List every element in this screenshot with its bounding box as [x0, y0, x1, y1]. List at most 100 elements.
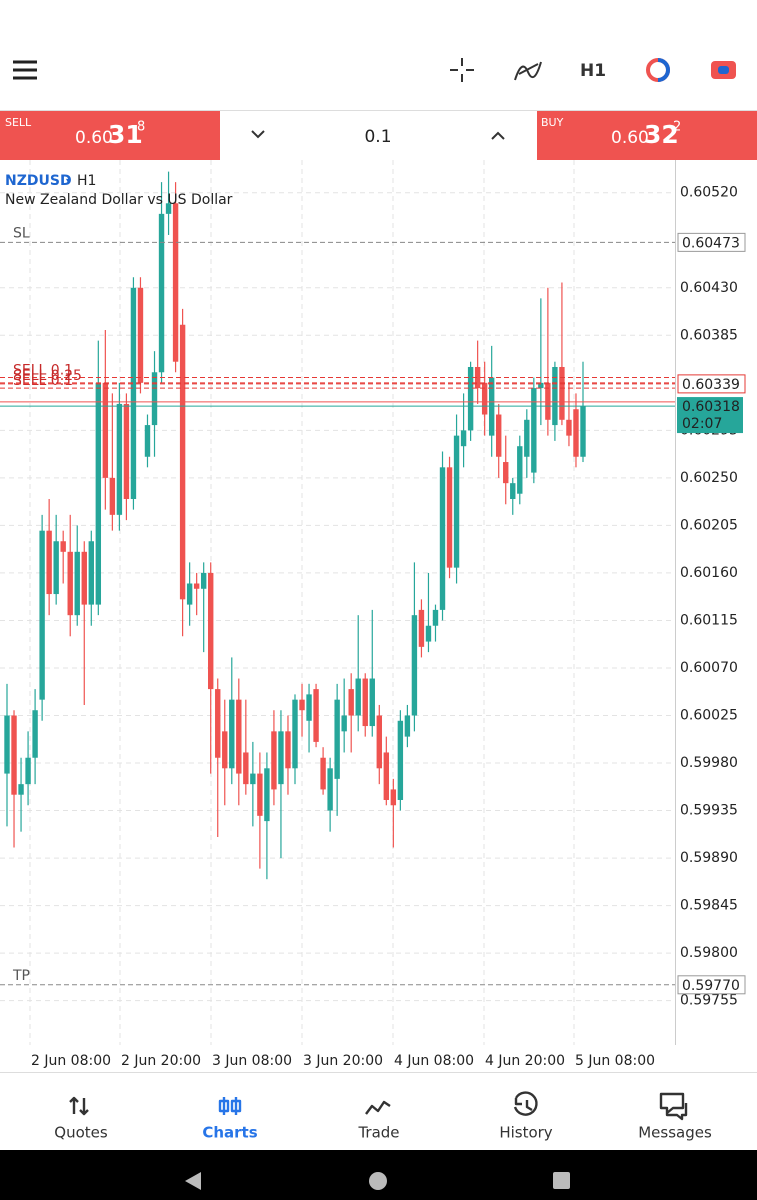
candle-body	[306, 694, 312, 721]
symbol-dropdown[interactable]: ▾	[66, 177, 71, 187]
nav-icon[interactable]	[218, 1097, 242, 1115]
sell-label: SELL	[5, 116, 32, 129]
candle-body	[397, 720, 404, 800]
candle-body	[4, 715, 10, 774]
timeframe-button[interactable]: H1	[580, 61, 606, 81]
tp-box	[677, 975, 746, 995]
back-button[interactable]	[185, 1172, 201, 1190]
order-label: SELL 0.1	[13, 363, 73, 379]
symbol-description: New Zealand Dollar vs US Dollar	[5, 192, 233, 208]
candle-body	[432, 609, 439, 626]
candle-body	[18, 784, 24, 795]
y-tick-label: 0.60205	[680, 517, 738, 533]
nav-tabs: Quotes Charts Trade History Messages	[54, 1091, 712, 1142]
x-tick-label: 3 Jun 20:00	[303, 1053, 383, 1069]
indicators-button[interactable]	[514, 61, 542, 81]
candle-body	[186, 583, 193, 605]
candle-body	[222, 731, 228, 769]
candle-body	[418, 609, 425, 647]
candle-body	[313, 689, 319, 742]
candle-body	[200, 572, 207, 589]
nav-icon[interactable]	[69, 1096, 89, 1116]
order-level-label: 0.60339	[682, 377, 740, 393]
candle-body	[95, 382, 102, 605]
candle-body	[67, 551, 73, 616]
crosshair-button[interactable]	[450, 58, 474, 82]
menu-button[interactable]	[13, 60, 37, 80]
candle-body	[369, 678, 375, 727]
candle-body	[109, 477, 116, 515]
candle-body	[81, 551, 87, 605]
candle-body	[327, 768, 333, 811]
candle-body	[292, 699, 298, 769]
candle-body	[580, 406, 586, 457]
nav-label[interactable]: History	[499, 1124, 552, 1142]
home-button[interactable]	[369, 1172, 387, 1190]
bid-box	[677, 397, 743, 434]
symbol[interactable]: NZDUSD	[5, 173, 72, 189]
bid-timer: 02:07	[682, 416, 722, 432]
y-tick-label: 0.59845	[680, 898, 738, 914]
nav-label[interactable]: Messages	[638, 1124, 712, 1142]
buy-label: BUY	[541, 116, 564, 129]
x-tick-label: 3 Jun 08:00	[212, 1053, 292, 1069]
volume-down[interactable]	[251, 130, 265, 139]
candle-body	[179, 324, 186, 600]
y-tick-label: 0.59890	[680, 850, 738, 866]
candle-body	[137, 287, 144, 383]
volume-panel	[220, 111, 537, 160]
chart: 2 Jun 08:00 2 Jun 20:00 3 Jun 08:00 3 Jun 2…	[0, 160, 746, 1069]
sell-button[interactable]	[0, 111, 220, 160]
candle-body	[46, 530, 52, 595]
tp-label: 0.59770	[682, 978, 740, 994]
candle-body	[229, 699, 235, 769]
buy-button[interactable]	[537, 111, 757, 160]
candle-body	[404, 715, 411, 737]
top-bar	[0, 0, 757, 110]
nav-icon[interactable]	[513, 1091, 538, 1116]
candle-body	[488, 377, 495, 436]
candle-body	[355, 678, 361, 716]
y-tick-label: 0.60115	[680, 612, 738, 628]
nav-label[interactable]: Quotes	[54, 1124, 108, 1142]
x-tick-label: 2 Jun 20:00	[121, 1053, 201, 1069]
order-level-box	[677, 374, 746, 394]
candle-body	[538, 382, 544, 389]
recents-button[interactable]	[553, 1172, 570, 1189]
candle-body	[446, 467, 453, 568]
y-tick-label: 0.60025	[680, 708, 738, 724]
tp-text: TP	[12, 968, 30, 984]
candle-body	[299, 699, 305, 711]
nav-label[interactable]: Charts	[202, 1124, 257, 1142]
nav-icon[interactable]	[365, 1100, 391, 1115]
candle-body	[130, 287, 137, 500]
volume[interactable]: 0.1	[364, 127, 391, 147]
buy-price-pips: 32	[644, 120, 679, 149]
trade-button[interactable]	[711, 61, 736, 79]
candle-body	[193, 583, 200, 589]
y-tick-label: 0.59980	[680, 755, 738, 771]
nav-icon[interactable]	[659, 1092, 688, 1121]
volume-up[interactable]	[491, 131, 505, 140]
y-tick-label: 0.60385	[680, 327, 738, 343]
candle-body	[88, 541, 94, 605]
buy-price-prefix: 0.60	[611, 128, 649, 148]
candle-body	[158, 213, 165, 373]
y-tick-label: 0.59935	[680, 803, 738, 819]
nav-label[interactable]: Trade	[357, 1124, 399, 1142]
buy-price-fraction: 2	[673, 120, 681, 135]
sell-price-fraction: 8	[137, 120, 145, 135]
candle-body	[510, 483, 516, 500]
candle-body	[172, 203, 179, 362]
objects-button[interactable]	[646, 58, 670, 82]
candle-body	[517, 446, 523, 494]
candle-body	[545, 382, 551, 420]
candle-body	[285, 731, 291, 769]
candle-body	[257, 773, 263, 816]
candle-body	[271, 731, 277, 790]
candle-body	[116, 403, 123, 515]
sell-price-prefix: 0.60	[75, 128, 113, 148]
chart-timeframe: H1	[77, 173, 96, 189]
candle-body	[524, 419, 530, 457]
y-tick-label: 0.60160	[680, 565, 738, 581]
